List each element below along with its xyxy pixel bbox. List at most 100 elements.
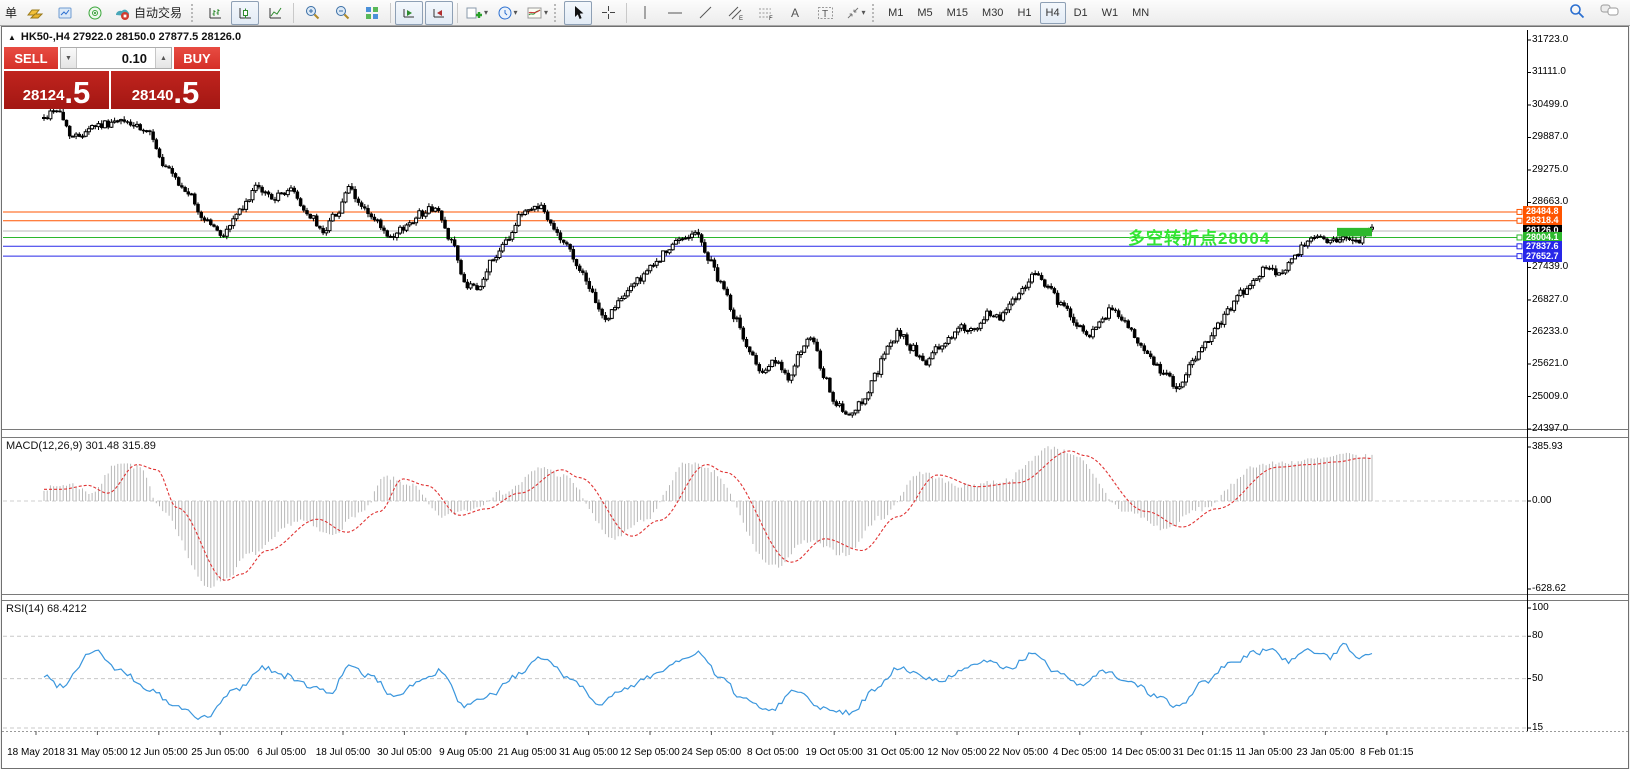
rsi-tick: 15	[1532, 722, 1544, 734]
price-tick: 31111.0	[1532, 66, 1566, 78]
periods-button[interactable]: ▾	[493, 1, 521, 25]
crosshair-button[interactable]	[594, 1, 622, 25]
time-tick: 8 Oct 05:00	[746, 747, 799, 758]
zoom-out-icon	[334, 4, 351, 21]
price-line-badge: 27837.6	[1523, 240, 1562, 252]
rsi-tick: 100	[1532, 602, 1549, 613]
timeframe-M5[interactable]: M5	[917, 6, 933, 19]
price-line-badge: 28004.1	[1523, 231, 1562, 243]
collapse-arrow-icon[interactable]: ▲	[8, 32, 16, 42]
time-tick: 6 Jul 05:00	[257, 747, 307, 758]
add-indicator-button[interactable]: ▾	[462, 1, 491, 25]
text-label-icon: T	[817, 5, 834, 21]
symbol-ohlc-text: HK50-,H4 27922.0 28150.0 27877.5 28126.0	[20, 31, 242, 43]
data-window-button[interactable]	[51, 1, 79, 25]
toolbar-separator	[626, 2, 628, 23]
macd-label: MACD(12,26,9) 301.48 315.89	[6, 440, 156, 452]
time-tick: 9 Aug 05:00	[439, 747, 493, 758]
toolbar-separator	[457, 2, 459, 23]
toolbar-grip	[872, 3, 879, 22]
time-tick: 8 Feb 01:15	[1360, 747, 1414, 758]
gold-bars-icon	[26, 5, 44, 20]
main-toolbar: 单 自动交易 ▾ ▾ ▾ E	[0, 0, 1630, 26]
chart-shift-button[interactable]	[425, 0, 454, 25]
macd-tick: 385.93	[1532, 441, 1563, 452]
timeframe-M30[interactable]: M30	[982, 6, 1004, 19]
sell-price[interactable]: 28124 .5	[4, 71, 109, 109]
rsi-tick: 50	[1532, 672, 1544, 684]
zoom-in-icon	[304, 4, 321, 21]
text-icon: A	[788, 5, 802, 20]
timeframe-group: M1 M5 M15 M30 H1 H4 D1 W1 MN	[881, 1, 1156, 24]
vertical-line-button[interactable]	[631, 1, 659, 25]
time-tick: 25 Jun 05:00	[191, 747, 250, 758]
line-chart-button[interactable]	[261, 1, 289, 25]
channel-button[interactable]: E	[721, 1, 749, 25]
timeframe-H1[interactable]: H1	[1017, 6, 1032, 19]
zoom-in-button[interactable]	[298, 1, 326, 25]
horizontal-line-button[interactable]	[661, 1, 689, 25]
chart-window-icon	[57, 5, 73, 21]
arrows-button[interactable]: ▾	[841, 1, 869, 25]
crosshair-icon	[601, 5, 616, 20]
candlestick-icon	[237, 5, 253, 21]
macd-tick: 0.00	[1532, 495, 1552, 506]
cursor-icon	[571, 5, 585, 20]
time-tick: 31 Aug 05:00	[559, 747, 619, 758]
candlestick-chart-button[interactable]	[231, 0, 260, 25]
auto-scroll-button[interactable]	[395, 0, 424, 25]
rsi-label: RSI(14) 68.4212	[6, 603, 87, 615]
price-tick: 30499.0	[1532, 98, 1569, 110]
toolbar-separator	[390, 2, 392, 23]
chevron-down-icon: ▾	[513, 8, 518, 17]
timeframe-H4[interactable]: H4	[1039, 1, 1066, 24]
buy-button[interactable]: BUY	[174, 47, 220, 69]
svg-text:F: F	[769, 16, 773, 21]
buy-price-frac: .5	[173, 75, 200, 111]
clock-icon	[497, 5, 513, 21]
autotrade-label: 自动交易	[134, 6, 183, 20]
time-tick: 18 Jul 05:00	[315, 747, 371, 758]
timeframe-D1[interactable]: D1	[1073, 6, 1088, 19]
trendline-icon	[698, 5, 713, 20]
chat-icon[interactable]	[1600, 3, 1622, 19]
strategy-tester-button[interactable]	[81, 1, 109, 25]
market-watch-button[interactable]	[21, 1, 49, 25]
fibonacci-button[interactable]: F	[751, 1, 779, 25]
svg-text:A: A	[791, 6, 799, 20]
sell-button[interactable]: SELL	[4, 47, 58, 69]
one-click-trading-panel: SELL ▼ ▲ BUY 28124 .5 28140 .5	[4, 47, 220, 109]
time-tick: 31 May 05:00	[67, 747, 128, 758]
svg-text:E: E	[739, 16, 743, 21]
search-icon[interactable]	[1568, 2, 1586, 20]
new-order-button[interactable]: 单	[5, 6, 18, 20]
template-button[interactable]: ▾	[523, 1, 551, 25]
timeframe-MN[interactable]: MN	[1132, 6, 1150, 19]
time-tick: 12 Sep 05:00	[620, 747, 680, 758]
timeframe-M15[interactable]: M15	[946, 6, 969, 19]
volume-input[interactable]	[77, 48, 155, 68]
autotrade-button[interactable]: 自动交易	[111, 1, 188, 25]
cursor-button[interactable]	[564, 0, 593, 25]
volume-increase-button[interactable]: ▲	[155, 48, 171, 68]
toolbar-grip	[554, 3, 561, 22]
chart-window[interactable]	[1, 26, 1629, 769]
timeframe-M1[interactable]: M1	[888, 6, 904, 19]
time-tick: 4 Dec 05:00	[1052, 747, 1107, 758]
time-tick: 31 Oct 05:00	[866, 747, 925, 758]
buy-price[interactable]: 28140 .5	[111, 71, 220, 109]
volume-decrease-button[interactable]: ▼	[61, 48, 77, 68]
zoom-out-button[interactable]	[328, 1, 356, 25]
bar-chart-button[interactable]	[201, 1, 229, 25]
pivot-annotation: 多空转折点28004	[1128, 229, 1271, 248]
autotrade-icon	[114, 5, 131, 21]
tile-windows-button[interactable]	[358, 1, 386, 25]
template-icon	[526, 5, 543, 21]
time-tick: 31 Dec 01:15	[1172, 747, 1233, 758]
text-label-button[interactable]: T	[811, 1, 839, 25]
trendline-button[interactable]	[691, 1, 719, 25]
text-button[interactable]: A	[781, 1, 809, 25]
buy-price-main: 28140	[131, 87, 174, 104]
timeframe-W1[interactable]: W1	[1101, 6, 1119, 19]
